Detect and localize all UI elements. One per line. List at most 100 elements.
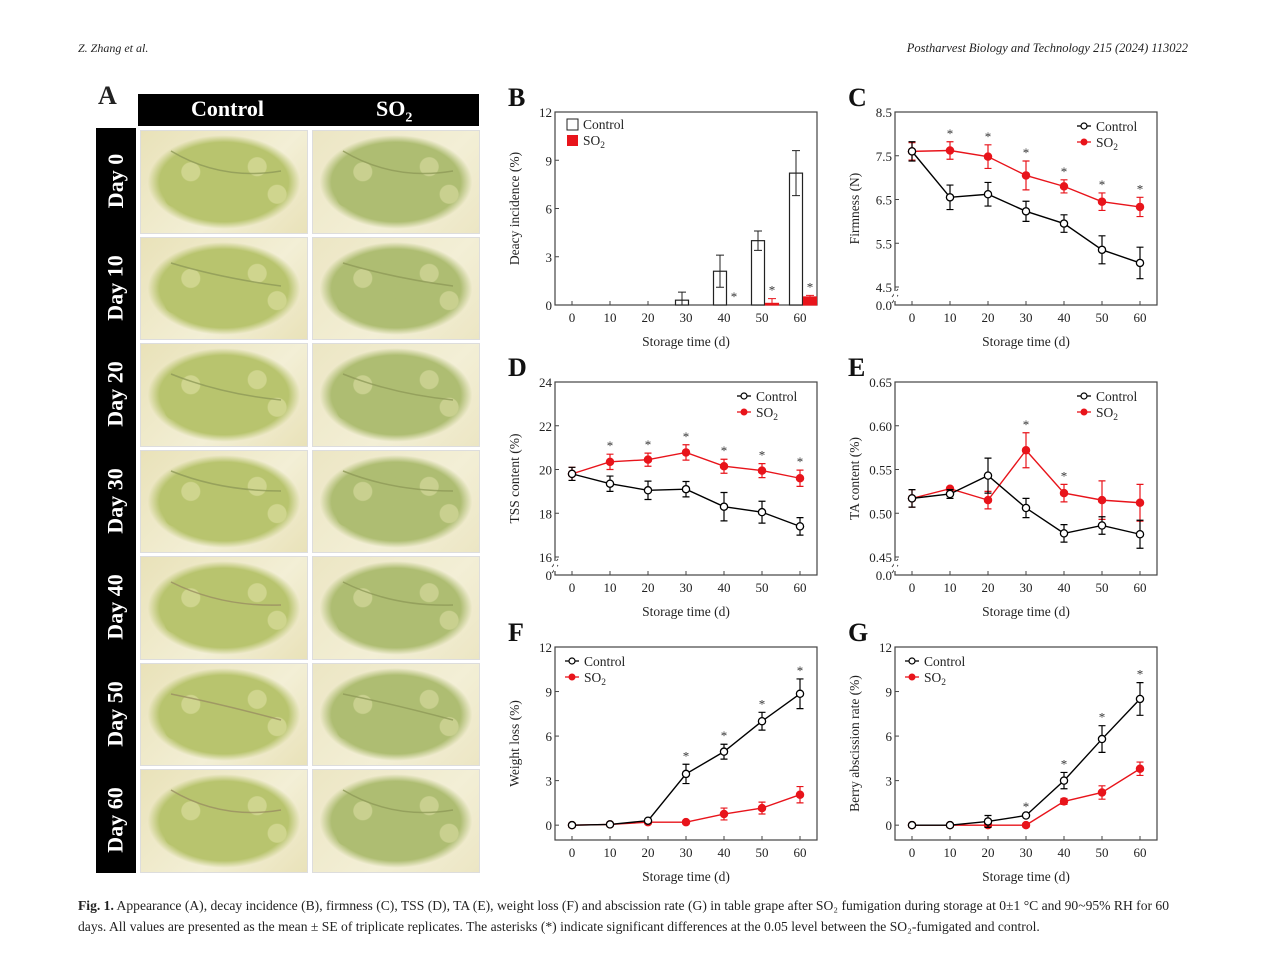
error-bar xyxy=(806,294,814,300)
significance-asterisk: * xyxy=(721,728,728,743)
x-tick-label: 0 xyxy=(909,580,916,595)
legend-marker-so2 xyxy=(1080,408,1088,416)
data-point-control-day-10 xyxy=(605,820,615,829)
x-tick-label: 10 xyxy=(604,845,617,860)
significance-asterisk: * xyxy=(769,283,776,298)
legend-label-control: Control xyxy=(583,117,625,132)
data-point-so2-day-20 xyxy=(983,152,993,161)
significance-asterisk: * xyxy=(759,696,766,711)
data-point-so2-day-50 xyxy=(757,803,767,813)
grape-stem xyxy=(342,692,454,721)
y-tick-label: 0.65 xyxy=(869,375,892,390)
grape-photo-so2-day-20 xyxy=(312,343,480,447)
legend-label-control: Control xyxy=(584,654,626,669)
grape-photo-control-day-60 xyxy=(140,769,308,873)
data-point-control-day-20 xyxy=(643,816,653,825)
data-point-control-day-20 xyxy=(983,190,993,199)
figure-caption: Fig. 1. Appearance (A), decay incidence … xyxy=(78,896,1190,937)
legend-marker-control xyxy=(1080,122,1088,130)
x-tick-label: 50 xyxy=(756,845,769,860)
y-tick-label-break: 0.0 xyxy=(876,568,892,583)
legend-marker-control xyxy=(568,657,576,665)
significance-asterisk: * xyxy=(1137,181,1144,196)
row-label-day-0: Day 0 xyxy=(103,154,129,209)
y-axis-label: Deacy incidence (%) xyxy=(507,152,522,265)
x-tick-label: 20 xyxy=(642,845,655,860)
caption-label: Fig. 1. xyxy=(78,898,114,913)
y-tick-label-break: 0 xyxy=(546,568,553,583)
y-tick-label: 3 xyxy=(546,774,553,789)
significance-asterisk: * xyxy=(731,289,738,304)
axis-break-gap xyxy=(894,291,897,301)
data-point-control-day-50 xyxy=(1097,521,1107,530)
y-axis-label: TSS content (%) xyxy=(507,434,522,524)
data-point-control-day-10 xyxy=(945,193,955,202)
y-axis-label: Firmness (N) xyxy=(847,173,862,245)
data-point-control-day-50 xyxy=(757,507,767,517)
panel-letter-f: F xyxy=(508,618,524,647)
legend-marker-control xyxy=(1080,392,1088,400)
data-point-control-day-20 xyxy=(983,471,993,480)
significance-asterisk: * xyxy=(1099,710,1106,725)
data-point-control-day-30 xyxy=(1021,503,1031,513)
grape-stem xyxy=(342,789,454,814)
x-tick-label: 60 xyxy=(1134,845,1147,860)
x-tick-label: 40 xyxy=(1058,310,1071,325)
grape-stem xyxy=(342,469,454,492)
x-tick-label: 20 xyxy=(982,845,995,860)
panel-letter-b: B xyxy=(508,83,525,112)
grape-photo-so2-day-40 xyxy=(312,556,480,660)
x-tick-label: 30 xyxy=(1020,580,1033,595)
data-point-so2-day-60 xyxy=(795,790,805,799)
panel-letter-d: D xyxy=(508,353,527,382)
significance-asterisk: * xyxy=(759,448,766,463)
chart-g-berry-abscission: G 0 3 6 9 12 0 10 20 30 40 50 60 Storage time (d) Berr… xyxy=(847,618,1158,884)
data-point-so2-day-40 xyxy=(719,809,729,819)
grape-stem xyxy=(170,261,282,287)
x-tick-label: 30 xyxy=(1020,845,1033,860)
data-point-control-day-0 xyxy=(567,820,577,830)
grape-photo-so2-day-30 xyxy=(312,449,480,553)
data-point-control-day-40 xyxy=(719,502,729,511)
data-point-so2-day-60 xyxy=(795,474,805,483)
y-tick-label: 0 xyxy=(546,298,553,313)
x-tick-label: 60 xyxy=(794,580,807,595)
legend-marker-so2 xyxy=(1080,138,1088,146)
legend-label-control: Control xyxy=(756,389,798,404)
x-tick-label: 10 xyxy=(944,580,957,595)
error-bar xyxy=(754,230,762,251)
data-point-control-day-40 xyxy=(1059,529,1069,538)
data-point-control-day-60 xyxy=(1135,529,1145,539)
running-header-authors: Z. Zhang et al. xyxy=(78,41,149,55)
data-point-so2-day-40 xyxy=(1059,797,1069,806)
x-tick-label: 20 xyxy=(642,580,655,595)
x-tick-label: 60 xyxy=(1134,580,1147,595)
legend-label-control: Control xyxy=(924,654,966,669)
legend-label-so2: SO2 xyxy=(756,405,778,423)
row-label-day-60: Day 60 xyxy=(103,787,129,853)
axis-break-gap xyxy=(554,561,557,571)
grape-stem xyxy=(342,261,454,287)
chart-c-firmness: C 4.5 5.5 6.5 7.5 8.5 0.0 0 10 20 30 40 50 60 Storage … xyxy=(847,83,1158,349)
legend-label-so2: SO2 xyxy=(583,133,605,151)
data-point-control-day-50 xyxy=(1097,245,1107,255)
y-tick-label: 16 xyxy=(539,550,553,565)
x-tick-label: 0 xyxy=(569,580,576,595)
data-point-so2-day-30 xyxy=(681,817,691,827)
y-tick-label: 20 xyxy=(539,463,552,478)
x-tick-label: 20 xyxy=(642,310,655,325)
x-tick-label: 50 xyxy=(1096,845,1109,860)
x-tick-label: 10 xyxy=(604,580,617,595)
significance-asterisk: * xyxy=(947,126,954,141)
x-tick-label: 60 xyxy=(794,310,807,325)
x-tick-label: 40 xyxy=(718,580,731,595)
panel-letter-g: G xyxy=(848,618,868,647)
data-point-so2-day-30 xyxy=(1021,171,1031,180)
x-tick-label: 60 xyxy=(794,845,807,860)
x-tick-label: 0 xyxy=(909,310,916,325)
x-tick-label: 30 xyxy=(680,580,693,595)
x-tick-label: 50 xyxy=(1096,310,1109,325)
grape-stem xyxy=(170,789,282,814)
data-point-control-day-10 xyxy=(945,489,955,499)
x-tick-label: 10 xyxy=(944,310,957,325)
